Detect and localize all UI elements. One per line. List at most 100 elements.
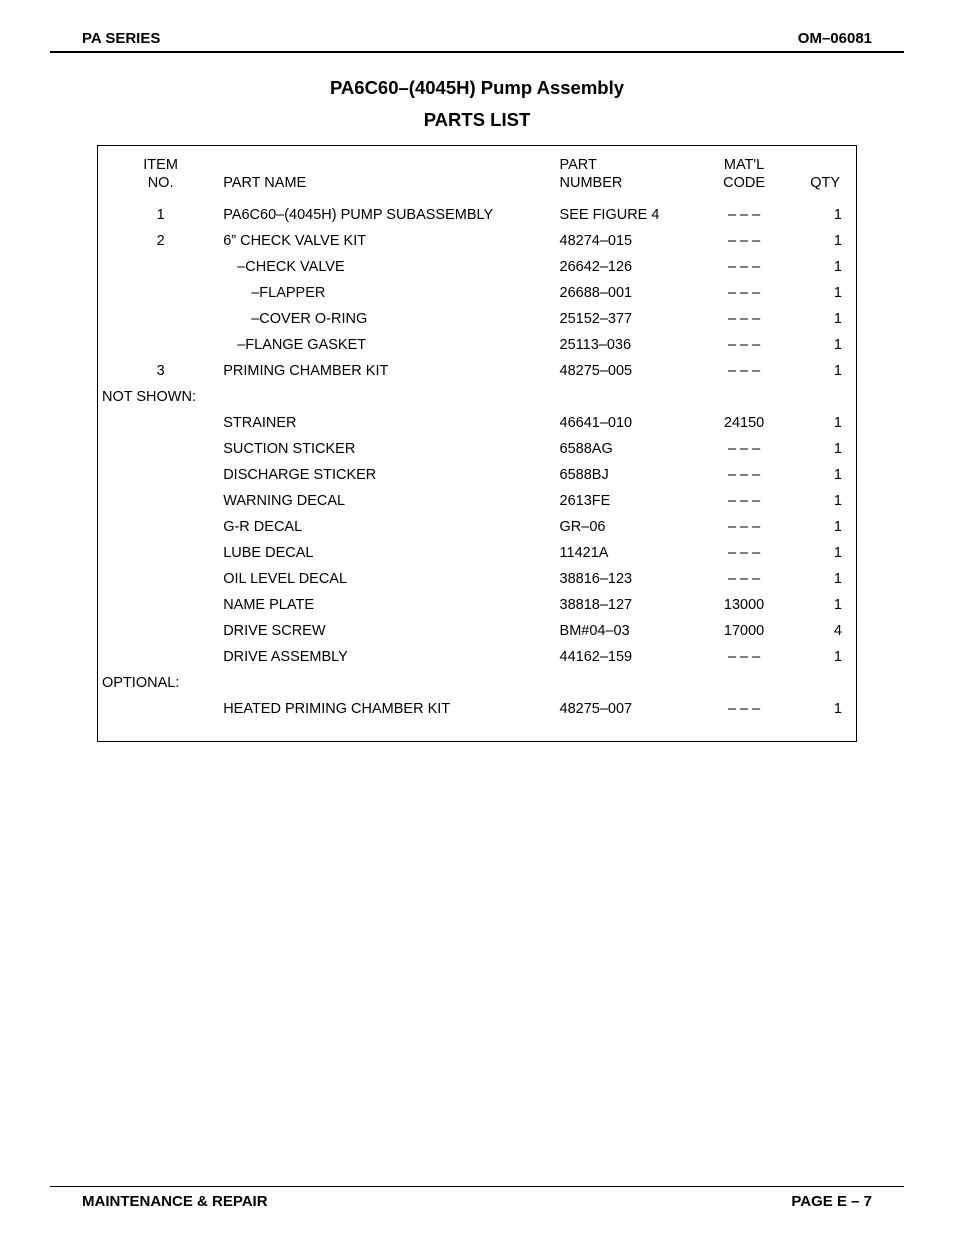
cell-qty: 1 bbox=[790, 645, 846, 671]
cell-matl: – – – bbox=[698, 488, 790, 514]
cell-matl: – – – bbox=[698, 254, 790, 280]
table-row: WARNING DECAL2613FE– – –1 bbox=[102, 488, 846, 514]
cell-item bbox=[102, 306, 219, 332]
cell-item: 3 bbox=[102, 358, 219, 384]
cell-item bbox=[102, 592, 219, 618]
header-left: PA SERIES bbox=[82, 30, 160, 47]
cell-matl: – – – bbox=[698, 358, 790, 384]
table-row: HEATED PRIMING CHAMBER KIT48275–007– – –… bbox=[102, 697, 846, 723]
page-subtitle: PARTS LIST bbox=[50, 109, 904, 131]
cell-name: HEATED PRIMING CHAMBER KIT bbox=[219, 697, 555, 723]
cell-qty: 1 bbox=[790, 566, 846, 592]
cell-partno: 26688–001 bbox=[556, 280, 699, 306]
table-row: G-R DECALGR–06– – –1 bbox=[102, 514, 846, 540]
cell-item bbox=[102, 436, 219, 462]
cell-item bbox=[102, 462, 219, 488]
cell-matl: 13000 bbox=[698, 592, 790, 618]
cell-item bbox=[102, 410, 219, 436]
cell-name: DRIVE SCREW bbox=[219, 619, 555, 645]
cell-qty: 1 bbox=[790, 436, 846, 462]
table-row: LUBE DECAL11421A– – –1 bbox=[102, 540, 846, 566]
col-partno: PARTNUMBER bbox=[556, 152, 699, 194]
cell-name: STRAINER bbox=[219, 410, 555, 436]
cell-partno: 6588BJ bbox=[556, 462, 699, 488]
col-qty: QTY bbox=[790, 152, 846, 194]
cell-qty: 1 bbox=[790, 514, 846, 540]
cell-item bbox=[102, 645, 219, 671]
cell-name: –FLAPPER bbox=[219, 280, 555, 306]
cell-item bbox=[102, 566, 219, 592]
cell-partno: 25113–036 bbox=[556, 332, 699, 358]
cell-qty: 1 bbox=[790, 202, 846, 228]
cell-name: OIL LEVEL DECAL bbox=[219, 566, 555, 592]
cell-matl: – – – bbox=[698, 540, 790, 566]
cell-qty: 1 bbox=[790, 332, 846, 358]
cell-partno: GR–06 bbox=[556, 514, 699, 540]
cell-qty: 1 bbox=[790, 540, 846, 566]
parts-table: ITEMNO. PART NAME PARTNUMBER MAT'LCODE Q… bbox=[102, 152, 846, 723]
cell-name: LUBE DECAL bbox=[219, 540, 555, 566]
cell-name: 6” CHECK VALVE KIT bbox=[219, 228, 555, 254]
page-title: PA6C60–(4045H) Pump Assembly bbox=[50, 77, 904, 99]
header-rule bbox=[50, 51, 904, 53]
cell-matl: – – – bbox=[698, 306, 790, 332]
col-matl: MAT'LCODE bbox=[698, 152, 790, 194]
table-row: NOT SHOWN: bbox=[102, 384, 846, 410]
table-row: –COVER O-RING25152–377– – –1 bbox=[102, 306, 846, 332]
cell-matl: – – – bbox=[698, 332, 790, 358]
cell-qty: 1 bbox=[790, 592, 846, 618]
section-label: NOT SHOWN: bbox=[102, 384, 846, 410]
cell-partno: 2613FE bbox=[556, 488, 699, 514]
cell-partno: 44162–159 bbox=[556, 645, 699, 671]
cell-item: 1 bbox=[102, 202, 219, 228]
cell-partno: 48275–005 bbox=[556, 358, 699, 384]
cell-name: PRIMING CHAMBER KIT bbox=[219, 358, 555, 384]
cell-qty: 1 bbox=[790, 488, 846, 514]
cell-name: WARNING DECAL bbox=[219, 488, 555, 514]
cell-name: –CHECK VALVE bbox=[219, 254, 555, 280]
table-row: –CHECK VALVE26642–126– – –1 bbox=[102, 254, 846, 280]
cell-partno: BM#04–03 bbox=[556, 619, 699, 645]
cell-qty: 1 bbox=[790, 697, 846, 723]
table-row: OIL LEVEL DECAL38816–123– – –1 bbox=[102, 566, 846, 592]
cell-item bbox=[102, 540, 219, 566]
cell-name: DISCHARGE STICKER bbox=[219, 462, 555, 488]
cell-partno: 6588AG bbox=[556, 436, 699, 462]
cell-name: SUCTION STICKER bbox=[219, 436, 555, 462]
footer-right: PAGE E – 7 bbox=[791, 1193, 872, 1210]
cell-qty: 1 bbox=[790, 306, 846, 332]
cell-item bbox=[102, 280, 219, 306]
footer-left: MAINTENANCE & REPAIR bbox=[82, 1193, 268, 1210]
table-row: 3PRIMING CHAMBER KIT48275–005– – –1 bbox=[102, 358, 846, 384]
cell-name: NAME PLATE bbox=[219, 592, 555, 618]
cell-partno: 48275–007 bbox=[556, 697, 699, 723]
page: PA SERIES OM–06081 PA6C60–(4045H) Pump A… bbox=[0, 0, 954, 1235]
table-row: OPTIONAL: bbox=[102, 671, 846, 697]
cell-qty: 4 bbox=[790, 619, 846, 645]
cell-qty: 1 bbox=[790, 358, 846, 384]
table-row: DRIVE ASSEMBLY44162–159– – –1 bbox=[102, 645, 846, 671]
page-header: PA SERIES OM–06081 bbox=[50, 30, 904, 51]
page-footer: MAINTENANCE & REPAIR PAGE E – 7 bbox=[50, 1186, 904, 1210]
cell-partno: 38818–127 bbox=[556, 592, 699, 618]
cell-item bbox=[102, 254, 219, 280]
cell-matl: – – – bbox=[698, 228, 790, 254]
cell-item bbox=[102, 332, 219, 358]
parts-table-frame: ITEMNO. PART NAME PARTNUMBER MAT'LCODE Q… bbox=[97, 145, 857, 742]
table-row: NAME PLATE38818–127130001 bbox=[102, 592, 846, 618]
cell-item bbox=[102, 619, 219, 645]
table-row: STRAINER46641–010241501 bbox=[102, 410, 846, 436]
cell-name: –COVER O-RING bbox=[219, 306, 555, 332]
cell-matl: – – – bbox=[698, 436, 790, 462]
table-row: 26” CHECK VALVE KIT48274–015– – –1 bbox=[102, 228, 846, 254]
cell-qty: 1 bbox=[790, 254, 846, 280]
cell-item bbox=[102, 514, 219, 540]
cell-partno: SEE FIGURE 4 bbox=[556, 202, 699, 228]
cell-partno: 38816–123 bbox=[556, 566, 699, 592]
table-row: –FLAPPER26688–001– – –1 bbox=[102, 280, 846, 306]
cell-partno: 26642–126 bbox=[556, 254, 699, 280]
header-right: OM–06081 bbox=[798, 30, 872, 47]
table-row: DRIVE SCREWBM#04–03170004 bbox=[102, 619, 846, 645]
cell-matl: – – – bbox=[698, 514, 790, 540]
cell-partno: 11421A bbox=[556, 540, 699, 566]
